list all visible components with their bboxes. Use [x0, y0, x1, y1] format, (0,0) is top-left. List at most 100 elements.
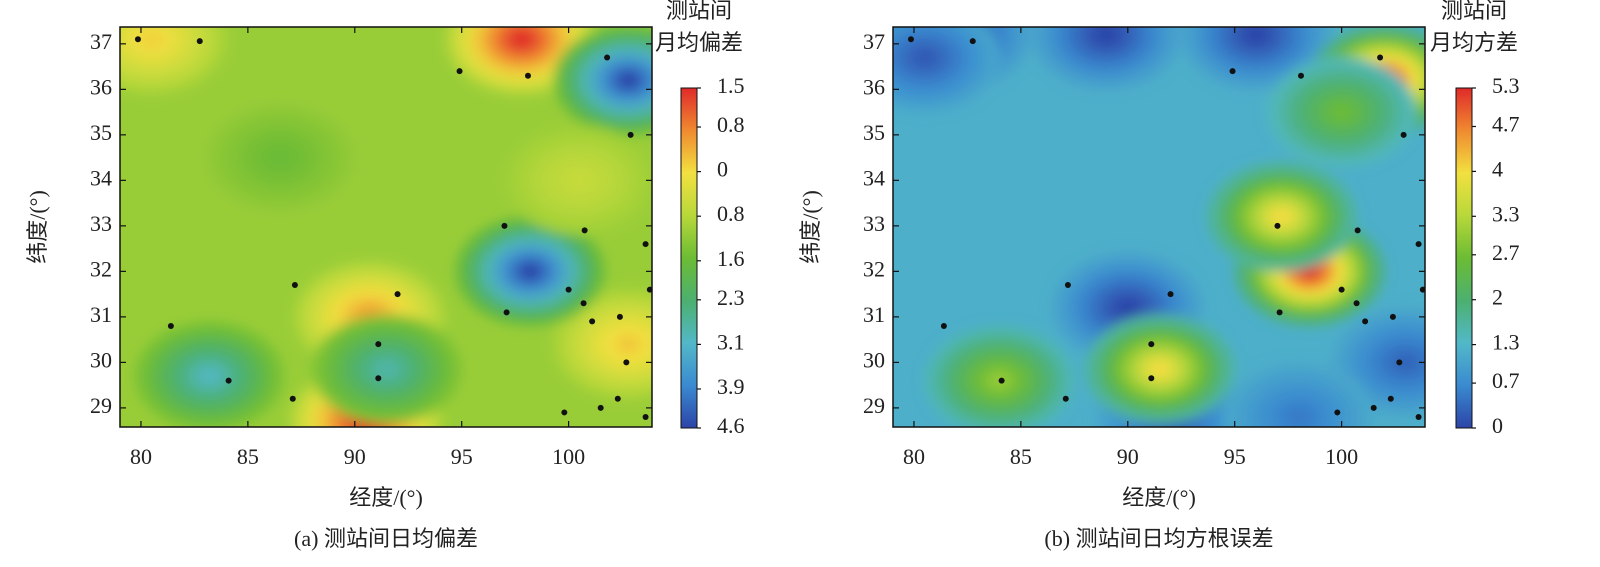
spot-ring — [615, 335, 641, 354]
station-point — [1396, 359, 1403, 366]
station-point — [1167, 291, 1174, 298]
spot-ring — [509, 30, 535, 49]
spot — [553, 289, 652, 400]
station-point — [623, 359, 630, 366]
y-tick-label: 33 — [90, 211, 112, 236]
x-tick-label: 90 — [344, 444, 366, 469]
station-point — [581, 227, 588, 234]
spot-ring — [1115, 298, 1141, 317]
spot — [553, 27, 652, 136]
station-point — [1274, 222, 1281, 229]
station-point — [1297, 72, 1304, 79]
spot — [204, 102, 355, 213]
spot-ring — [267, 148, 293, 167]
station-point — [394, 291, 401, 298]
y-tick-label: 32 — [863, 256, 885, 281]
station-point — [1377, 54, 1384, 61]
colorbar-tick-label: 4.7 — [1492, 112, 1520, 137]
y-tick-label: 29 — [90, 393, 112, 418]
colorbar-tick-label: 0.8 — [717, 201, 745, 226]
spot-ring — [1393, 353, 1419, 372]
station-point — [907, 36, 914, 43]
x-tick-label: 100 — [1325, 444, 1358, 469]
y-tick-label: 30 — [90, 347, 112, 372]
spot-ring — [196, 366, 222, 386]
station-point — [642, 413, 649, 420]
field — [120, 27, 652, 427]
station-point — [616, 313, 623, 320]
field — [893, 27, 1425, 427]
station-point — [1062, 395, 1069, 402]
spot-ring — [1093, 27, 1119, 44]
station-point — [646, 286, 652, 293]
y-tick-label: 35 — [90, 120, 112, 145]
station-point — [1362, 318, 1369, 325]
colorbar-tick-label: 2.7 — [1492, 240, 1520, 265]
spot-ring — [615, 71, 641, 90]
colorbar-tick-label: 3.3 — [1492, 201, 1520, 226]
y-tick-label: 37 — [863, 29, 885, 54]
station-point — [456, 68, 463, 75]
spot-ring — [912, 48, 938, 67]
station-point — [969, 38, 976, 45]
y-tick-label: 36 — [90, 74, 112, 99]
spot — [504, 125, 652, 236]
spot-ring — [374, 360, 400, 379]
y-tick-label: 33 — [863, 211, 885, 236]
station-point — [501, 222, 508, 229]
colorbar-title: 月均偏差 — [655, 30, 743, 55]
colorbar-tick-label: 0 — [1492, 413, 1503, 438]
colorbar-title: 月均方差 — [1430, 30, 1518, 55]
colorbar-tick-label: 0.7 — [1492, 368, 1520, 393]
station-point — [642, 241, 649, 248]
colorbar — [1455, 87, 1473, 429]
y-axis-label: 纬度/(°) — [798, 190, 823, 264]
y-tick-label: 29 — [863, 393, 885, 418]
station-point — [1353, 300, 1360, 307]
station-point — [1370, 404, 1377, 411]
colorbar-tick-label: 1.5 — [717, 73, 745, 98]
station-point — [1415, 241, 1422, 248]
y-axis-label: 纬度/(°) — [25, 190, 50, 264]
station-point — [627, 131, 634, 138]
station-point — [561, 409, 568, 416]
spot — [1084, 314, 1235, 425]
colorbar-title: 测站间 — [666, 0, 732, 23]
y-tick-label: 34 — [90, 165, 112, 190]
spot — [1266, 57, 1417, 168]
x-tick-label: 80 — [130, 444, 152, 469]
y-tick-label: 35 — [863, 120, 885, 145]
colorbar — [680, 87, 698, 429]
station-point — [134, 36, 141, 43]
x-axis-label: 经度/(°) — [1122, 485, 1196, 510]
station-point — [1419, 286, 1425, 293]
station-point — [998, 377, 1005, 384]
station-point — [289, 395, 296, 402]
y-tick-label: 31 — [90, 302, 112, 327]
station-point — [291, 282, 298, 289]
station-point — [1387, 395, 1394, 402]
x-tick-label: 95 — [451, 444, 473, 469]
station-point — [196, 38, 203, 45]
colorbar-tick-label: 0 — [717, 157, 728, 182]
station-point — [1148, 341, 1155, 348]
colorbar-tick-label: 5.3 — [1492, 73, 1520, 98]
y-tick-label: 34 — [863, 165, 885, 190]
field-spots — [120, 27, 652, 427]
field-spots — [893, 27, 1425, 427]
station-point — [1338, 286, 1345, 293]
spot — [1206, 161, 1357, 272]
colorbar-tick-label: 3.9 — [717, 374, 745, 399]
station-point — [524, 72, 531, 79]
spot-ring — [1147, 360, 1173, 379]
spot — [134, 321, 285, 427]
station-point — [1400, 131, 1407, 138]
y-tick-label: 36 — [863, 74, 885, 99]
station-point — [1354, 227, 1361, 234]
station-point — [1148, 375, 1155, 382]
spot — [455, 216, 606, 327]
spot-ring — [566, 171, 592, 190]
spot-ring — [517, 262, 543, 281]
chart-title: (b) 测站间日均方根误差 — [1044, 526, 1273, 551]
colorbar-tick-label: 1.6 — [717, 246, 745, 271]
